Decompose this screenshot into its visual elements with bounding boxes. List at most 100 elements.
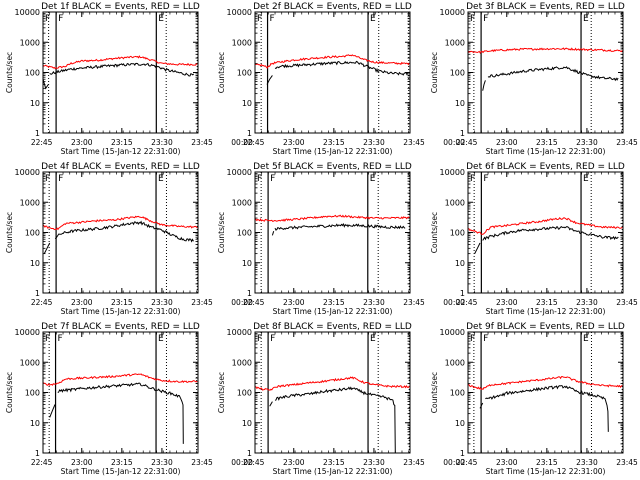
x-tick-label: 23:30	[363, 458, 385, 467]
lld-series-line	[467, 376, 623, 390]
plot-frame	[42, 171, 199, 294]
events-series-start	[269, 401, 273, 407]
x-axis-label: Start Time (15-Jan-12 22:31:00)	[61, 307, 181, 316]
events-series-line	[274, 60, 409, 76]
x-tick-label: 22:45	[31, 298, 53, 307]
panel-6: Det 6f BLACK = Events, RED = LLD Counts/s…	[430, 162, 638, 316]
x-axis-label: Start Time (15-Jan-12 22:31:00)	[486, 307, 606, 316]
x-tick-label: 22:45	[456, 458, 478, 467]
y-axis-label: Counts/sec	[430, 212, 439, 253]
y-tick-label: 100	[450, 69, 465, 78]
y-tick-label: 10	[242, 259, 252, 268]
y-tick-label: 1000	[20, 358, 40, 367]
x-tick-label: 00:00	[231, 138, 253, 147]
events-series-line	[54, 220, 194, 243]
panels-grid: Det 1f BLACK = Events, RED = LLD Counts/s…	[5, 2, 638, 476]
marker-label-end: E	[158, 334, 164, 344]
plot-frame	[254, 171, 411, 294]
y-tick-label: 10	[455, 419, 465, 428]
y-tick-label: 1	[35, 129, 40, 138]
events-series-start	[49, 404, 56, 418]
marker-label-start-2: F	[483, 14, 488, 24]
y-tick-label: 10000	[15, 328, 40, 337]
marker-label-start: F	[257, 14, 262, 24]
lld-series-line	[467, 217, 623, 235]
x-tick-label: 23:15	[111, 458, 133, 467]
x-tick-label: 23:00	[496, 298, 518, 307]
x-axis-label: Start Time (15-Jan-12 22:31:00)	[61, 147, 181, 156]
x-tick-label: 23:45	[191, 138, 213, 147]
panel-2: Det 2f BLACK = Events, RED = LLD Counts/s…	[217, 2, 465, 156]
marker-label-end: E	[583, 174, 589, 184]
events-series-line	[49, 62, 195, 77]
marker-label-start-2: F	[270, 174, 275, 184]
marker-label-end: E	[370, 14, 376, 24]
y-tick-label: 1	[247, 289, 252, 298]
y-tick-label: 1000	[445, 198, 465, 207]
panel-8: Det 8f BLACK = Events, RED = LLD Counts/s…	[217, 322, 465, 476]
panel-title: Det 4f BLACK = Events, RED = LLD	[41, 162, 200, 172]
marker-label-start-2: F	[270, 334, 275, 344]
x-tick-label: 23:00	[71, 458, 93, 467]
x-tick-label: 23:15	[536, 138, 558, 147]
x-tick-label: 23:30	[151, 138, 173, 147]
y-tick-label: 10000	[227, 168, 252, 177]
marker-label-start: F	[257, 174, 262, 184]
panel-title: Det 7f BLACK = Events, RED = LLD	[41, 322, 200, 332]
y-tick-label: 100	[25, 69, 40, 78]
lld-series-line	[254, 214, 410, 222]
marker-label-end: E	[583, 334, 589, 344]
marker-label-start-2: F	[483, 334, 488, 344]
events-series-start	[266, 75, 273, 85]
y-axis-label: Counts/sec	[5, 52, 14, 93]
x-tick-label: 23:15	[323, 298, 345, 307]
y-tick-label: 10000	[227, 328, 252, 337]
x-tick-label: 23:45	[403, 138, 425, 147]
panel-7: Det 7f BLACK = Events, RED = LLD Counts/s…	[5, 322, 253, 476]
y-tick-label: 1000	[445, 38, 465, 47]
x-tick-label: 23:45	[616, 458, 638, 467]
panel-1: Det 1f BLACK = Events, RED = LLD Counts/s…	[5, 2, 253, 156]
x-tick-label: 23:00	[496, 458, 518, 467]
plot-frame	[42, 331, 199, 454]
panel-title: Det 5f BLACK = Events, RED = LLD	[253, 162, 412, 172]
y-tick-label: 10000	[15, 168, 40, 177]
y-tick-label: 1	[35, 289, 40, 298]
panel-title: Det 1f BLACK = Events, RED = LLD	[41, 2, 200, 12]
y-tick-label: 10	[455, 99, 465, 108]
x-tick-label: 23:30	[576, 458, 598, 467]
y-tick-label: 10	[30, 419, 40, 428]
events-series-line	[487, 66, 619, 82]
x-tick-label: 22:45	[31, 458, 53, 467]
y-tick-label: 1	[460, 129, 465, 138]
y-axis-label: Counts/sec	[217, 52, 226, 93]
y-axis-label: Counts/sec	[430, 372, 439, 413]
x-tick-label: 23:15	[323, 458, 345, 467]
lld-series-line	[42, 373, 198, 386]
plot-frame	[467, 331, 624, 454]
marker-label-end: E	[370, 174, 376, 184]
y-tick-label: 1000	[232, 38, 252, 47]
plot-frame	[467, 11, 624, 134]
x-tick-label: 23:00	[283, 138, 305, 147]
x-tick-label: 23:00	[71, 138, 93, 147]
x-tick-label: 00:00	[443, 298, 465, 307]
y-axis-label: Counts/sec	[217, 212, 226, 253]
lld-series-line	[467, 47, 623, 54]
x-tick-label: 23:30	[576, 138, 598, 147]
plot-frame	[254, 11, 411, 134]
x-tick-label: 23:45	[403, 298, 425, 307]
y-tick-label: 10000	[440, 328, 465, 337]
y-axis-label: Counts/sec	[5, 372, 14, 413]
marker-label-end: E	[158, 14, 164, 24]
events-series-line	[274, 222, 406, 231]
y-tick-label: 1	[247, 129, 252, 138]
lld-series-line	[254, 54, 410, 69]
panel-title: Det 6f BLACK = Events, RED = LLD	[466, 162, 625, 172]
events-series-line	[485, 385, 609, 432]
marker-label-start: F	[45, 334, 50, 344]
x-axis-label: Start Time (15-Jan-12 22:31:00)	[273, 147, 393, 156]
x-tick-label: 23:00	[496, 138, 518, 147]
plot-frame	[254, 331, 411, 454]
panel-3: Det 3f BLACK = Events, RED = LLD Counts/s…	[430, 2, 638, 156]
